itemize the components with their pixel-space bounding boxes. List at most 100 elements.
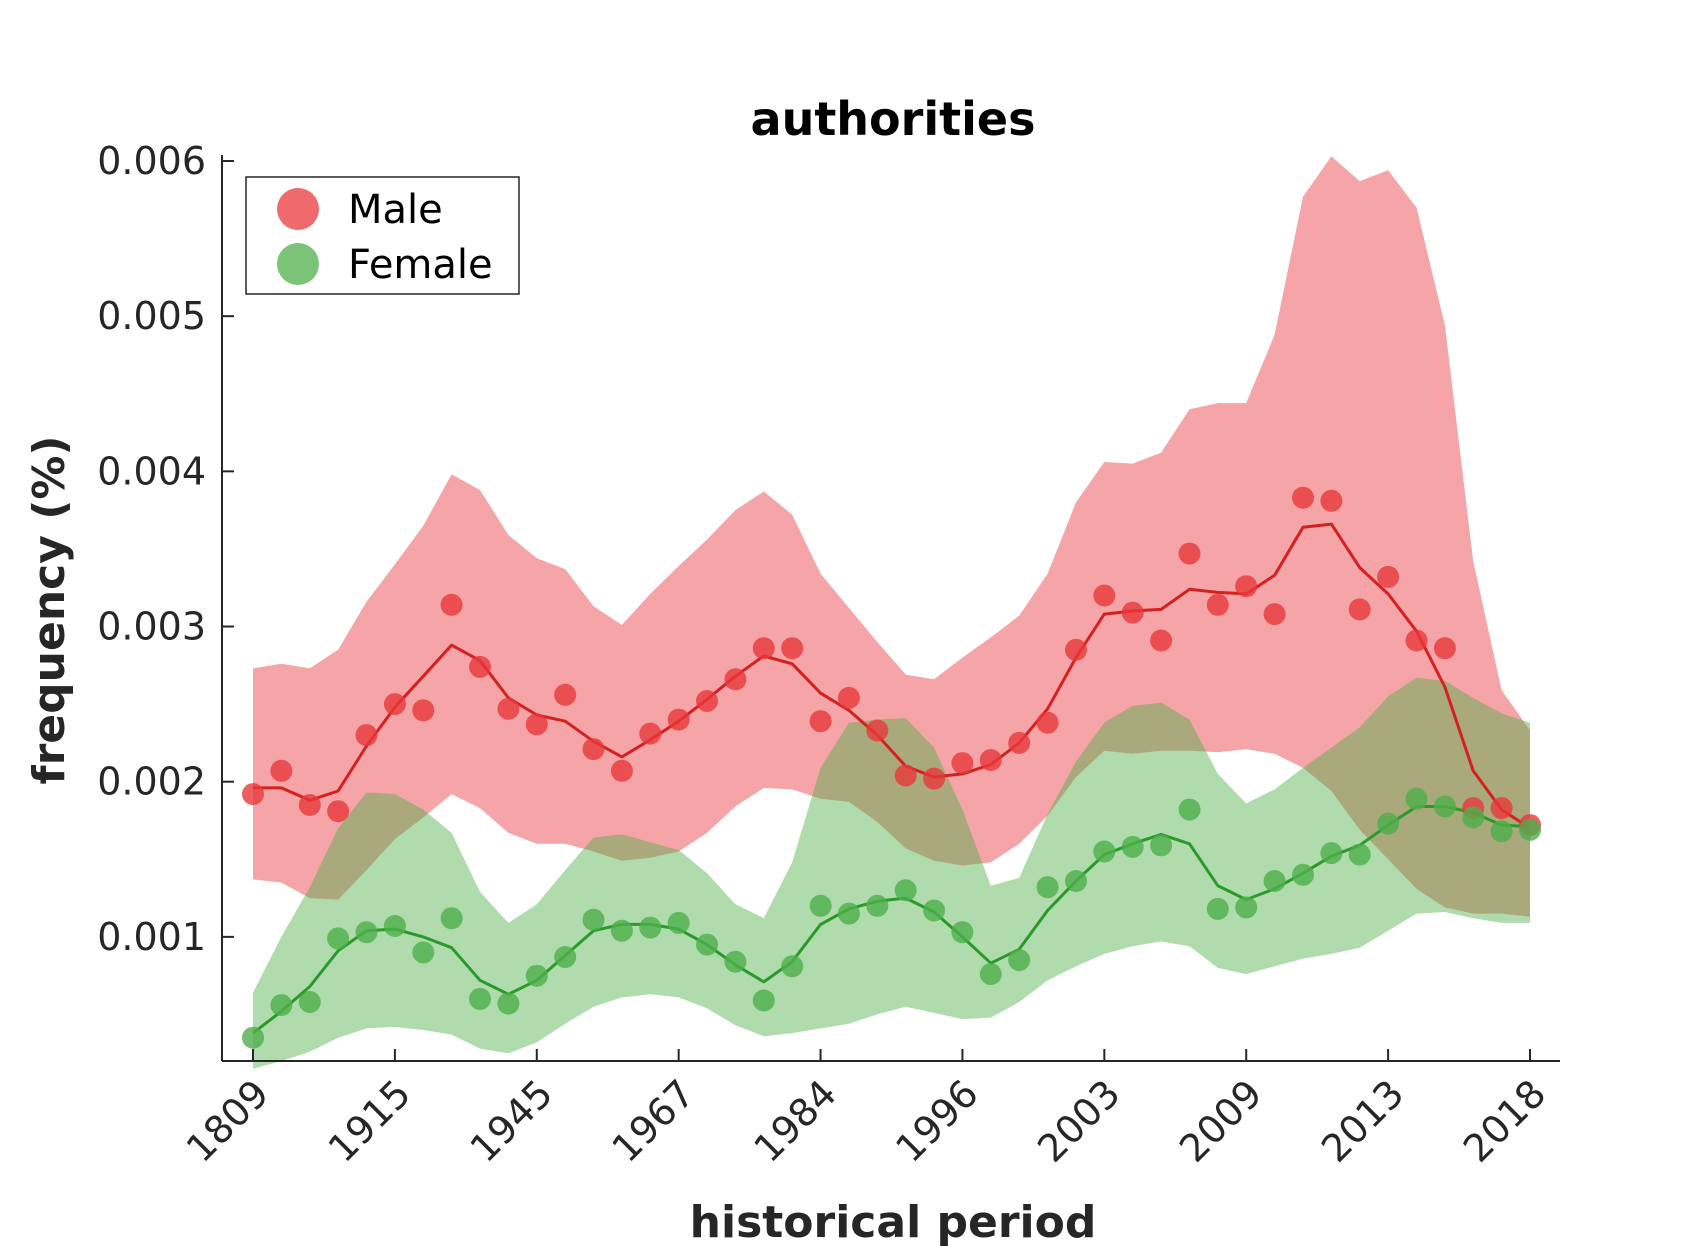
y-tick-label: 0.004 [97, 449, 206, 493]
y-tick-label: 0.002 [97, 760, 206, 804]
y-axis-title: frequency (%) [24, 435, 75, 784]
male-data-point [327, 800, 350, 823]
male-data-point [1121, 601, 1144, 624]
y-ticks: 0.001 0.002 0.003 0.004 0.005 0.006 [97, 139, 234, 959]
y-tick-label: 0.006 [97, 139, 206, 183]
female-data-point [667, 911, 690, 934]
female-data-point [1519, 818, 1541, 841]
male-data-point [1178, 542, 1201, 565]
male-data-point [554, 683, 577, 706]
male-data-point [667, 708, 690, 731]
female-data-point [1462, 806, 1485, 829]
male-data-point [951, 752, 974, 775]
female-data-point [1178, 798, 1201, 821]
male-data-point [1263, 603, 1286, 626]
female-data-point [1263, 870, 1286, 892]
plot-area [242, 156, 1541, 1069]
male-data-point [412, 699, 435, 722]
female-data-point [923, 899, 946, 922]
female-data-point [1036, 876, 1059, 899]
x-tick-label: 1984 [745, 1071, 845, 1171]
x-axis-title: historical period [690, 1197, 1097, 1246]
female-data-point [696, 933, 718, 956]
male-data-point [1320, 489, 1343, 512]
female-data-point [497, 992, 520, 1015]
x-ticks: 1809 1915 1945 1967 1984 1996 2003 2009 2013 2018 [178, 1049, 1554, 1171]
male-data-point [242, 783, 264, 806]
female-data-point [440, 907, 463, 930]
male-data-point [582, 738, 605, 761]
female-confidence-band [253, 677, 1530, 1069]
female-data-point [525, 964, 548, 987]
female-data-point [1235, 896, 1258, 919]
legend: Male Female [245, 176, 520, 295]
female-data-point [582, 908, 605, 931]
female-data-point [781, 955, 804, 978]
female-data-point [866, 894, 889, 917]
male-data-point [1150, 629, 1173, 652]
male-data-point [1093, 584, 1116, 607]
female-data-point [355, 921, 378, 944]
female-data-point [298, 991, 321, 1013]
male-data-point [894, 764, 917, 787]
female-data-point [1121, 835, 1144, 858]
male-data-point [696, 690, 718, 712]
x-tick-label: 2009 [1171, 1071, 1271, 1171]
chart-title: authorities [751, 92, 1036, 146]
x-tick-label: 1967 [604, 1071, 704, 1171]
female-data-point [951, 921, 974, 944]
female-data-point [809, 894, 832, 917]
male-data-point [355, 724, 378, 747]
male-data-point [270, 759, 293, 782]
legend-male-label: Male [348, 187, 443, 233]
male-data-point [440, 593, 463, 616]
female-data-point [610, 919, 633, 942]
male-trend-line [253, 522, 1531, 830]
male-data-point [752, 637, 775, 660]
female-data-point [1292, 863, 1314, 886]
y-tick-label: 0.003 [97, 605, 206, 649]
male-data-point [809, 710, 832, 733]
male-data-point [837, 686, 860, 709]
female-data-point [554, 946, 577, 968]
female-data-point [1490, 820, 1513, 843]
male-data-point [724, 668, 747, 691]
male-data-point [1008, 731, 1031, 754]
male-data-point [923, 767, 946, 790]
female-data-point [327, 927, 350, 950]
female-data-point [752, 989, 775, 1012]
x-tick-label: 2003 [1029, 1071, 1129, 1171]
female-trend-line [252, 805, 1531, 1035]
male-data-point [1377, 565, 1400, 588]
female-data-point [1377, 812, 1400, 835]
male-data-point [1292, 486, 1314, 509]
female-data-point [979, 963, 1002, 986]
male-data-point [1065, 638, 1087, 661]
male-data-point [497, 697, 520, 720]
male-data-point [469, 655, 491, 678]
male-data-point [979, 749, 1002, 771]
female-data-point [1348, 843, 1371, 866]
male-data-point [383, 693, 406, 716]
male-data-point [1348, 598, 1371, 621]
male-data-point [1490, 797, 1513, 820]
y-tick-label: 0.005 [97, 294, 206, 338]
male-data-point [525, 713, 548, 736]
x-tick-label: 1996 [887, 1071, 987, 1171]
female-data-point [1065, 870, 1087, 892]
x-tick-label: 1945 [462, 1071, 562, 1171]
female-data-point [837, 902, 860, 925]
female-data-point [383, 915, 406, 937]
legend-female-marker [277, 243, 319, 285]
male-data-point [1235, 575, 1258, 598]
male-data-point [781, 637, 804, 660]
female-data-point [894, 879, 917, 902]
male-data-point [866, 719, 889, 742]
male-data-point [298, 794, 321, 816]
male-data-point [610, 759, 633, 782]
female-data-point [639, 916, 662, 939]
x-tick-label: 1809 [178, 1071, 278, 1171]
y-tick-label: 0.001 [97, 915, 206, 959]
male-data-point [1036, 711, 1059, 734]
